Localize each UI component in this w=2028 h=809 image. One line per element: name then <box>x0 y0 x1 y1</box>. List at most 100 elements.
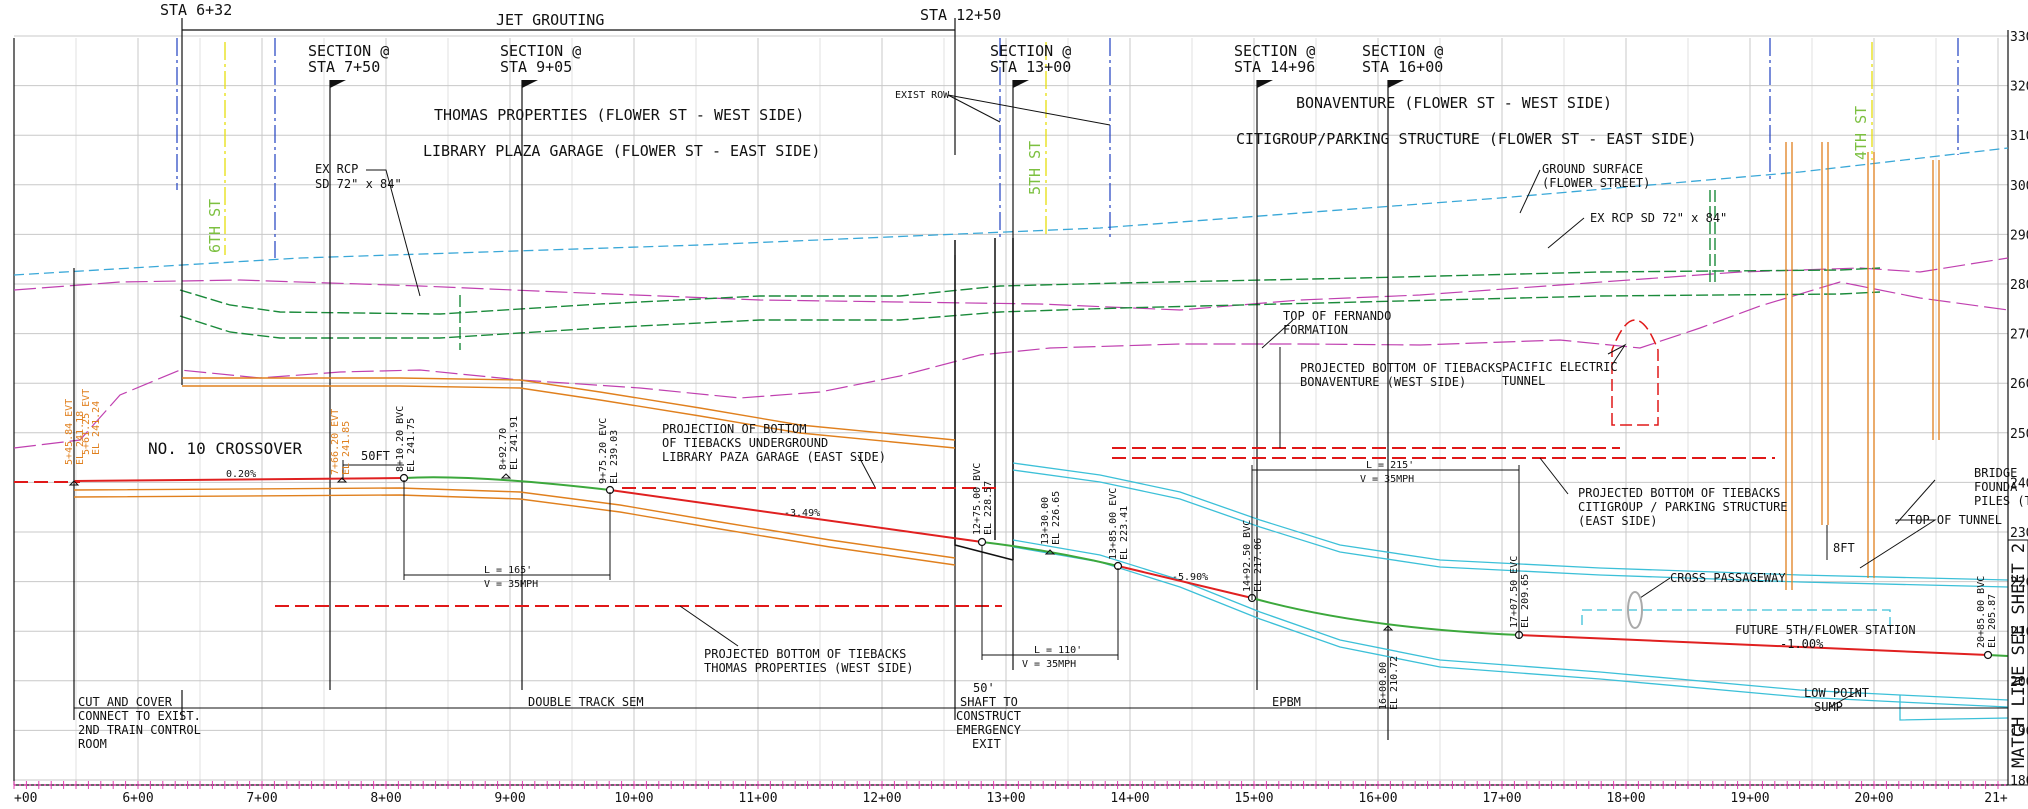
elevation-label: 260 <box>2010 377 2028 392</box>
pt-76620-b: EL 241.85 <box>341 421 352 475</box>
cut-cover-b: CONNECT TO EXIST. <box>78 709 201 723</box>
leader-lines <box>366 169 1937 708</box>
station-tick-label: 16+00 <box>1358 791 1397 806</box>
grade-right-label: -1.00% <box>1780 637 1824 651</box>
pacific-a: PACIFIC ELECTRIC <box>1502 360 1618 374</box>
tieback-thomas-a: PROJECTED BOTTOM OF TIEBACKS <box>704 647 906 661</box>
station-tick-label: +00 <box>14 791 37 806</box>
section-lines <box>73 18 1389 740</box>
pt-97520-b: EL 239.03 <box>609 430 620 484</box>
shaft <box>954 238 1014 561</box>
vc-left-b: V = 35MPH <box>484 579 538 590</box>
street-lines <box>224 42 1873 255</box>
ex-rcp-right: EX RCP SD 72" x 84" <box>1590 211 1727 225</box>
pt-149250-b: EL 217.06 <box>1253 538 1264 592</box>
cut-cover-d: ROOM <box>78 737 107 751</box>
station-ticks <box>13 781 1999 789</box>
station-tick-label: 17+00 <box>1482 791 1521 806</box>
elevation-label: 280 <box>2010 278 2028 293</box>
tieback-thomas-b: THOMAS PROPERTIES (WEST SIDE) <box>704 661 914 675</box>
vc-right-a: L = 215' <box>1366 460 1414 471</box>
pt-89270-b: EL 241.91 <box>509 416 520 470</box>
frame <box>13 30 2009 786</box>
pt-170750-b: EL 209.65 <box>1520 574 1531 628</box>
fifth-st-label: 5TH ST <box>1026 141 1044 195</box>
pt-149250-a: 14+92.50 BVC <box>1242 520 1253 592</box>
bridge-b: FOUNDA <box>1974 480 2018 494</box>
ground-a: GROUND SURFACE <box>1542 162 1643 176</box>
grade-020-label: 0.20% <box>226 469 256 480</box>
pt-208500-a: 20+85.00 BVC <box>1976 576 1987 648</box>
section-1496-b: STA 14+96 <box>1234 58 1315 76</box>
sta-1250-label: STA 12+50 <box>920 6 1001 24</box>
future-station-label: FUTURE 5TH/FLOWER STATION <box>1735 623 1916 637</box>
elevation-label: 230 <box>2010 526 2028 541</box>
fifty-ft-label: 50FT <box>361 449 390 463</box>
tieback-citi-c: (EAST SIDE) <box>1578 514 1657 528</box>
station-tick-label: 6+00 <box>122 791 153 806</box>
shaft-e: EXIT <box>972 737 1001 751</box>
tieback-bon-b: BONAVENTURE (WEST SIDE) <box>1300 375 1466 389</box>
pt-138500-b: EL 223.41 <box>1119 506 1130 560</box>
section-flags <box>330 80 1404 88</box>
station-tick-label: 7+00 <box>246 791 277 806</box>
shaft-a: 50' <box>973 681 995 695</box>
bridge-piles <box>1785 142 1940 590</box>
pt-97520-a: 9+75.20 EVC <box>598 418 609 484</box>
elevation-label: 270 <box>2010 328 2028 343</box>
elevation-label: 290 <box>2010 228 2028 243</box>
grade-590-label: -5.90% <box>1172 572 1208 583</box>
elevation-label: 320 <box>2010 80 2028 95</box>
pt-54584-a: 5+45.84 EVT <box>64 399 75 465</box>
bonaventure-label: BONAVENTURE (FLOWER ST - WEST SIDE) <box>1296 94 1612 112</box>
fernando-formation-lower <box>13 281 2009 449</box>
tieback-lines <box>14 447 1775 607</box>
match-line-label: MATCH LINE SEE SHEET 2 <box>2009 543 2028 768</box>
section-750-b: STA 7+50 <box>308 58 380 76</box>
ground-b: (FLOWER STREET) <box>1542 176 1650 190</box>
pt-133000-a: 13+30.00 <box>1040 497 1051 545</box>
station-tick-label: 8+00 <box>370 791 401 806</box>
section-1496-a: SECTION @ <box>1234 42 1315 60</box>
vc-right-b: V = 35MPH <box>1360 474 1414 485</box>
bridge-c: PILES (T <box>1974 494 2028 508</box>
grade-349-label: -3.49% <box>784 508 820 519</box>
sta-632-label: STA 6+32 <box>160 1 232 19</box>
pt-160000-b: EL 210.72 <box>1389 656 1400 710</box>
ex-rcp-left-a: EX RCP <box>315 162 358 176</box>
point-markers <box>68 473 1394 631</box>
elevation-label: 190 <box>2010 724 2028 739</box>
tieback-lib-c: LIBRARY PAZA GARAGE (EAST SIDE) <box>662 450 886 464</box>
row-lines <box>176 38 1959 258</box>
pt-56-a: 5+61.25 EVT <box>81 389 92 455</box>
double-track-label: DOUBLE TRACK SEM <box>528 695 644 709</box>
pt-56-b: EL 241.24 <box>91 401 102 455</box>
station-tick-label: 12+00 <box>862 791 901 806</box>
pt-133000-b: EL 226.65 <box>1051 491 1062 545</box>
pt-138500-a: 13+85.00 EVC <box>1108 488 1119 560</box>
ex-rcp-left-b: SD 72" x 84" <box>315 177 402 191</box>
cut-cover-a: CUT AND COVER <box>78 695 173 709</box>
jet-grouting-label: JET GROUTING <box>496 11 604 29</box>
cut-cover-c: 2ND TRAIN CONTROL <box>78 723 201 737</box>
pt-160000-a: 16+00.00 <box>1378 662 1389 710</box>
cross-passage-label: CROSS PASSAGEWAY <box>1670 571 1786 585</box>
cut-cover-structure <box>73 377 956 566</box>
elevation-label: 300 <box>2010 179 2028 194</box>
fernando-b: FORMATION <box>1283 323 1348 337</box>
low-point-b: SUMP <box>1814 700 1843 714</box>
elevation-label: 220 <box>2010 576 2028 591</box>
station-tick-label: 13+00 <box>986 791 1025 806</box>
pt-89270-a: 8+92.70 <box>498 428 509 470</box>
pt-76620-a: 7+66.20 EVT <box>330 409 341 475</box>
section-1300-b: STA 13+00 <box>990 58 1071 76</box>
match-line-box <box>2007 539 2028 786</box>
pt-54584-b: EL 241.18 <box>75 411 86 465</box>
vc-mid-b: V = 35MPH <box>1022 659 1076 670</box>
shaft-c: CONSTRUCT <box>956 709 1021 723</box>
pt-81020-b: EL 241.75 <box>406 418 417 472</box>
storm-drain-pipe <box>179 190 1881 350</box>
sixth-st-label: 6TH ST <box>206 199 224 253</box>
vc-mid-a: L = 110' <box>1034 645 1082 656</box>
